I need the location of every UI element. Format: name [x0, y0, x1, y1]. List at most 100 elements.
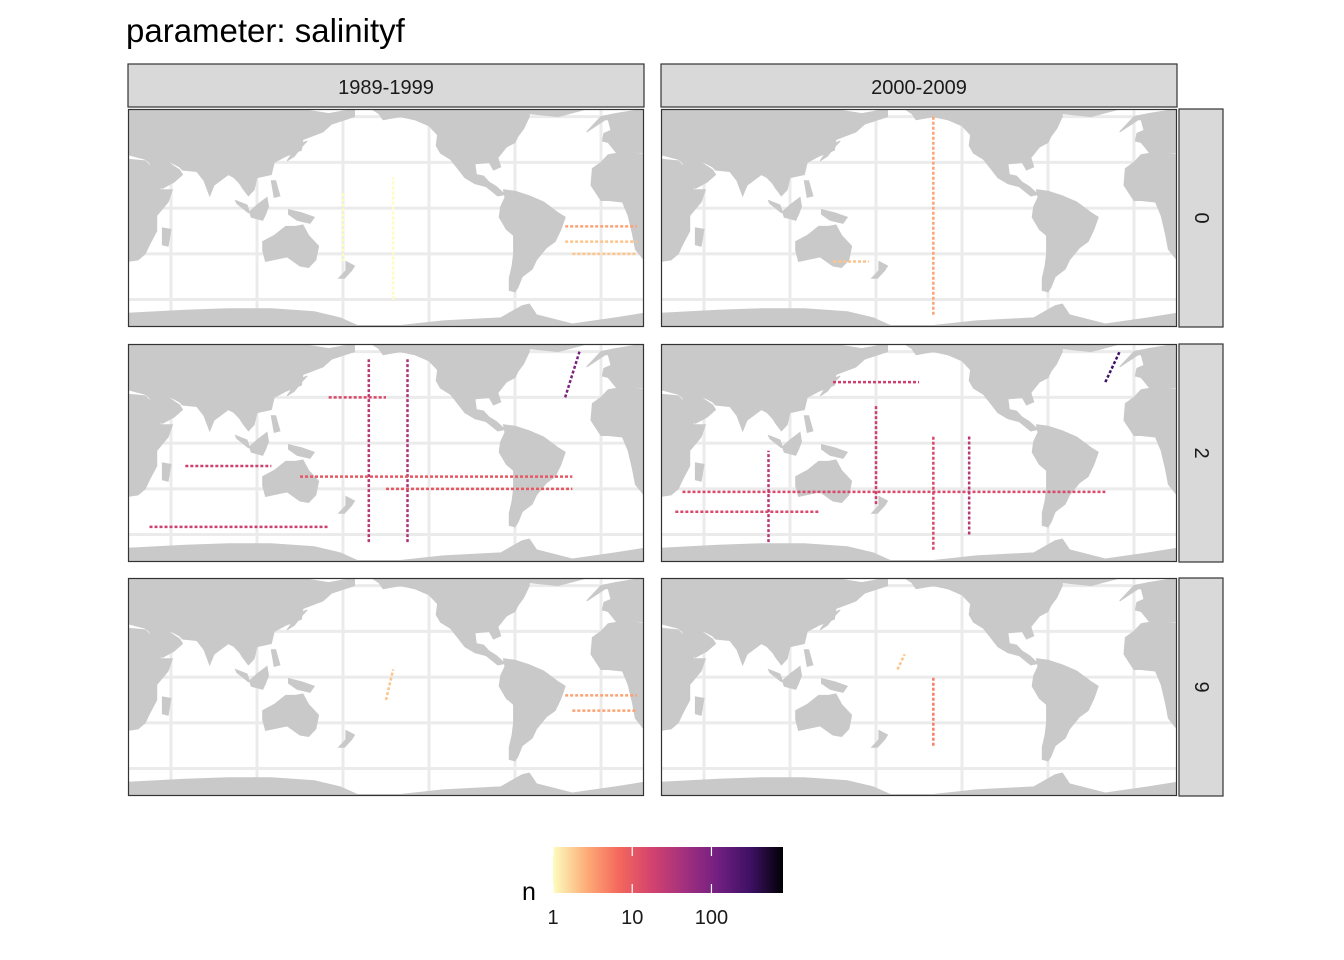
- land-mass: [528, 109, 587, 118]
- plot-title: parameter: salinityf: [126, 12, 406, 49]
- column-strip-label: 2000-2009: [871, 77, 967, 99]
- land-mass: [528, 578, 587, 587]
- row-strip: [1178, 577, 1224, 797]
- obs-track: [896, 653, 906, 671]
- obs-track: [563, 351, 581, 398]
- land-mass: [803, 180, 814, 199]
- land-mass: [694, 696, 705, 716]
- row-strip: [1178, 343, 1224, 563]
- land-mass: [821, 677, 849, 693]
- land-mass: [661, 303, 1177, 327]
- land-mass: [370, 578, 530, 666]
- land-mass: [767, 431, 803, 456]
- facet-panels: [127, 108, 1178, 797]
- colorbar-legend: n 1 10 100: [522, 847, 783, 929]
- panel-border: [660, 343, 1178, 563]
- land-mass: [1061, 344, 1120, 353]
- land-mass: [161, 227, 172, 247]
- land-mass: [1123, 620, 1177, 730]
- land-mass: [1061, 109, 1120, 118]
- land-mass: [262, 459, 320, 504]
- land-mass: [661, 158, 707, 262]
- land-mass: [498, 189, 566, 293]
- land-mass: [661, 538, 1177, 562]
- panel-border: [127, 577, 645, 797]
- panel-border: [660, 108, 1178, 328]
- land-mass: [767, 196, 803, 221]
- land-mass: [128, 627, 174, 731]
- land-mass: [795, 693, 853, 738]
- land-mass: [683, 396, 717, 424]
- land-mass: [150, 161, 184, 189]
- facet-strips: 1989-1999 2000-2009 0 2 9: [127, 63, 1224, 797]
- land-mass: [234, 431, 270, 456]
- land-mass: [821, 443, 849, 459]
- land-mass: [1031, 658, 1099, 762]
- land-mass: [288, 677, 316, 693]
- land-mass: [161, 696, 172, 716]
- land-mass: [337, 260, 356, 279]
- land-mass: [286, 609, 308, 631]
- land-mass: [288, 443, 316, 459]
- map-panel: [127, 343, 645, 563]
- row-strip: [1178, 108, 1224, 328]
- land-mass: [795, 224, 853, 269]
- panel-border: [127, 343, 645, 563]
- land-mass: [150, 630, 184, 658]
- map-panel: [127, 108, 645, 328]
- land-mass: [1061, 578, 1120, 587]
- map-panel: [660, 577, 1178, 797]
- colorbar: [553, 847, 783, 893]
- land-mass: [586, 578, 644, 623]
- land-mass: [819, 609, 841, 631]
- land-mass: [262, 693, 320, 738]
- row-strip-label: 9: [1190, 681, 1212, 692]
- obs-track: [1104, 351, 1121, 383]
- land-mass: [1123, 151, 1177, 261]
- land-mass: [767, 665, 803, 690]
- land-mass: [694, 227, 705, 247]
- land-mass: [903, 344, 1063, 432]
- land-mass: [1119, 109, 1177, 154]
- land-mass: [286, 140, 308, 162]
- obs-track: [384, 669, 395, 701]
- land-mass: [270, 180, 281, 199]
- row-strip-label: 0: [1190, 212, 1212, 223]
- land-mass: [1031, 424, 1099, 528]
- land-mass: [586, 344, 644, 389]
- land-mass: [1119, 344, 1177, 389]
- map-panel: [127, 577, 645, 797]
- land-mass: [1123, 386, 1177, 496]
- land-mass: [590, 386, 644, 496]
- land-mass: [694, 462, 705, 482]
- land-mass: [270, 649, 281, 668]
- land-mass: [234, 665, 270, 690]
- land-mass: [870, 729, 889, 748]
- land-mass: [337, 729, 356, 748]
- land-mass: [803, 415, 814, 434]
- land-mass: [903, 109, 1063, 197]
- panel-border: [127, 108, 645, 328]
- land-mass: [262, 224, 320, 269]
- land-mass: [586, 109, 644, 154]
- land-mass: [288, 208, 316, 224]
- land-mass: [870, 260, 889, 279]
- land-mass: [683, 161, 717, 189]
- land-mass: [270, 415, 281, 434]
- land-mass: [590, 620, 644, 730]
- land-mass: [128, 538, 644, 562]
- land-mass: [161, 462, 172, 482]
- land-mass: [870, 495, 889, 514]
- legend-title: n: [522, 878, 536, 906]
- land-mass: [661, 772, 1177, 796]
- land-mass: [286, 375, 308, 397]
- land-mass: [683, 630, 717, 658]
- land-mass: [150, 396, 184, 424]
- land-mass: [590, 151, 644, 261]
- column-strip-label: 1989-1999: [338, 77, 434, 99]
- land-mass: [337, 495, 356, 514]
- legend-tick-label: 1: [547, 907, 558, 929]
- land-mass: [128, 393, 174, 497]
- land-mass: [819, 140, 841, 162]
